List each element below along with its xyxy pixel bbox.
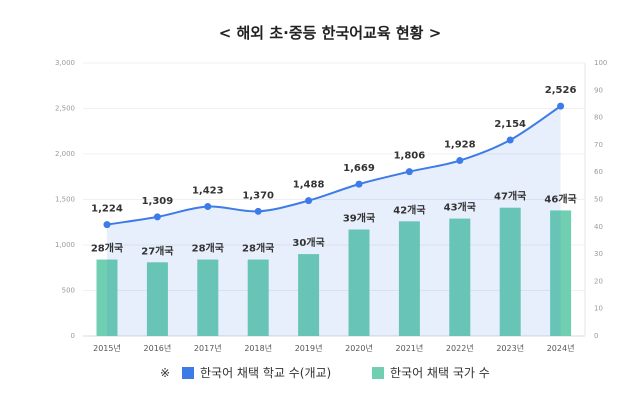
line-data-label: 1,806	[394, 151, 426, 162]
left-axis-tick: 500	[62, 287, 75, 295]
line-data-label: 1,309	[142, 196, 174, 207]
left-axis-tick: 3,000	[55, 59, 75, 67]
bar-countries	[499, 207, 521, 336]
left-axis-tick: 2,000	[55, 150, 75, 158]
legend-swatch-schools	[182, 367, 194, 379]
line-point	[103, 221, 111, 229]
x-tick-label: 2022년	[446, 343, 474, 353]
legend-prefix: ※	[160, 366, 170, 380]
bar-data-label: 43개국	[444, 201, 476, 214]
line-point	[254, 207, 262, 215]
line-data-label: 1,423	[192, 186, 224, 197]
right-axis-tick: 70	[594, 141, 603, 149]
bar-countries	[298, 254, 320, 336]
right-axis-tick: 100	[594, 59, 607, 67]
bar-countries	[146, 262, 168, 336]
bar-countries	[550, 210, 572, 336]
right-axis-tick: 50	[594, 196, 603, 204]
x-tick-label: 2017년	[194, 343, 222, 353]
line-data-label: 1,370	[242, 190, 274, 201]
bar-data-label: 28개국	[192, 242, 224, 255]
x-tick-label: 2023년	[496, 343, 524, 353]
x-tick-label: 2021년	[396, 343, 424, 353]
right-axis-tick: 60	[594, 168, 603, 176]
line-point	[557, 102, 565, 110]
bar-data-label: 47개국	[494, 190, 526, 203]
x-tick-label: 2018년	[244, 343, 272, 353]
bar-data-label: 46개국	[544, 192, 576, 205]
bar-countries	[247, 259, 269, 336]
line-point	[204, 203, 212, 211]
x-tick-label: 2015년	[93, 343, 121, 353]
x-tick-label: 2020년	[345, 343, 373, 353]
right-axis-tick: 30	[594, 250, 603, 258]
chart-title: < 해외 초·중등 한국어교육 현황 >	[219, 24, 442, 42]
bar-data-label: 28개국	[242, 242, 274, 255]
bar-data-label: 39개국	[343, 212, 375, 225]
right-axis-tick: 0	[594, 332, 598, 340]
bar-countries	[96, 259, 118, 336]
x-tick-label: 2016년	[144, 343, 172, 353]
right-axis-tick: 40	[594, 223, 603, 231]
line-point	[506, 136, 514, 144]
bar-data-label: 42개국	[393, 203, 425, 216]
right-axis-tick: 10	[594, 305, 603, 313]
line-data-label: 1,669	[343, 163, 375, 174]
left-axis-tick: 0	[71, 332, 75, 340]
bar-countries	[348, 229, 370, 336]
line-point	[405, 168, 413, 176]
left-axis-tick: 1,500	[55, 196, 75, 204]
legend: ※ 한국어 채택 학교 수(개교) 한국어 채택 국가 수	[160, 366, 490, 380]
bar-countries	[197, 259, 219, 336]
right-axis-tick: 20	[594, 277, 603, 285]
right-axis-tick: 90	[594, 86, 603, 94]
bar-data-label: 27개국	[141, 244, 173, 257]
legend-label-countries: 한국어 채택 국가 수	[390, 366, 490, 380]
line-schools	[106, 105, 562, 226]
line-point	[305, 197, 313, 205]
line-data-label: 2,526	[545, 85, 577, 96]
bar-data-label: 28개국	[91, 242, 123, 255]
line-point	[355, 180, 363, 188]
line-data-label: 1,488	[293, 180, 325, 191]
x-tick-label: 2024년	[547, 343, 575, 353]
bar-data-label: 30개국	[292, 236, 324, 249]
line-point	[153, 213, 161, 221]
line-data-label: 1,928	[444, 140, 476, 151]
x-tick-label: 2019년	[295, 343, 323, 353]
bar-countries	[449, 218, 471, 336]
line-point	[456, 157, 464, 165]
line-data-label: 2,154	[494, 119, 526, 130]
right-axis-tick: 80	[594, 114, 603, 122]
bar-countries	[398, 221, 420, 336]
legend-swatch-countries	[372, 367, 384, 379]
line-area-fill	[107, 106, 561, 336]
legend-label-schools: 한국어 채택 학교 수(개교)	[200, 366, 331, 380]
line-data-label: 1,224	[91, 204, 123, 215]
left-axis-tick: 1,000	[55, 241, 75, 249]
left-axis-tick: 2,500	[55, 105, 75, 113]
